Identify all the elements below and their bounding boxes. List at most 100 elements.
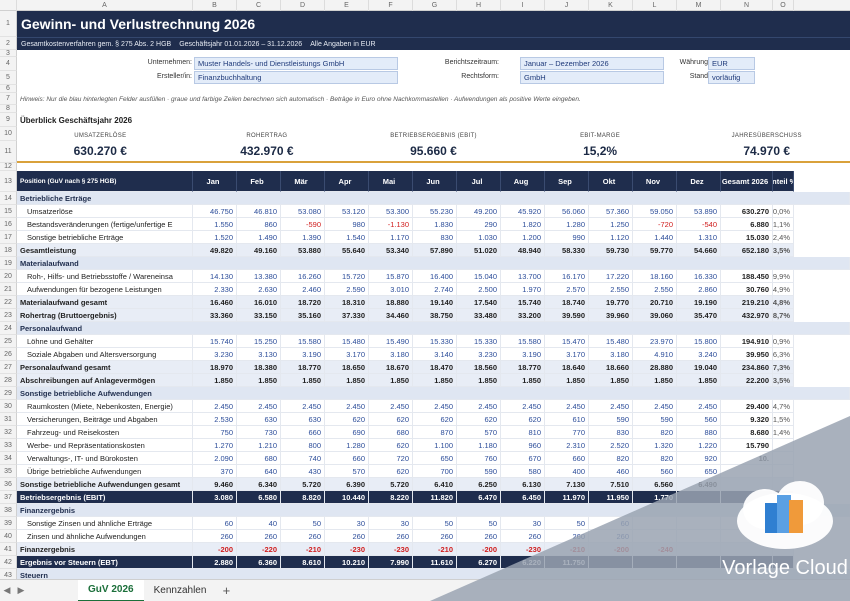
month-cell[interactable]: 260 [281, 530, 325, 543]
month-cell[interactable]: 820 [589, 452, 633, 465]
month-cell[interactable]: 2.450 [589, 400, 633, 413]
month-cell[interactable]: 15.580 [501, 335, 545, 348]
share-cell[interactable]: 2,4% [773, 231, 794, 244]
row-number[interactable]: 23 [0, 309, 17, 322]
total-cell[interactable]: 630.270 [721, 205, 773, 218]
tab-guv-2026[interactable]: GuV 2026 [78, 579, 144, 601]
row-label[interactable]: Versicherungen, Beiträge und Abgaben [17, 413, 193, 426]
month-cell[interactable]: 1.440 [633, 231, 677, 244]
month-cell[interactable]: 1.280 [325, 439, 369, 452]
row-label[interactable]: Löhne und Gehälter [17, 335, 193, 348]
row-number[interactable]: 14 [0, 192, 17, 205]
month-cell[interactable]: 54.660 [677, 244, 721, 257]
share-cell[interactable]: 68,7% [773, 309, 794, 322]
month-cell[interactable]: 60 [589, 517, 633, 530]
month-cell[interactable]: 53.300 [369, 205, 413, 218]
month-cell[interactable]: 16.330 [677, 270, 721, 283]
share-cell[interactable]: 1,1% [773, 218, 794, 231]
month-cell[interactable]: 620 [369, 439, 413, 452]
month-cell[interactable]: 730 [237, 426, 281, 439]
month-cell[interactable]: 620 [413, 413, 457, 426]
month-cell[interactable]: 10.210 [325, 556, 369, 569]
row-label[interactable]: Zinsen und ähnliche Aufwendungen [17, 530, 193, 543]
month-cell[interactable]: 15.800 [677, 335, 721, 348]
month-cell[interactable]: 50 [281, 517, 325, 530]
month-cell[interactable]: 260 [237, 530, 281, 543]
month-cell[interactable]: 2.520 [589, 439, 633, 452]
month-cell[interactable]: 1.850 [501, 374, 545, 387]
month-cell[interactable]: 1.540 [325, 231, 369, 244]
month-cell[interactable]: 2.450 [193, 400, 237, 413]
month-cell[interactable]: 1.850 [457, 374, 501, 387]
month-cell[interactable]: 1.490 [237, 231, 281, 244]
group-label[interactable]: Finanzergebnis [17, 504, 850, 517]
month-cell[interactable]: 560 [633, 465, 677, 478]
month-cell[interactable]: 16.170 [545, 270, 589, 283]
month-cell[interactable]: 57.890 [413, 244, 457, 257]
month-cell[interactable]: 50 [545, 517, 589, 530]
month-cell[interactable]: 1.390 [281, 231, 325, 244]
month-cell[interactable]: 1.850 [589, 374, 633, 387]
month-cell[interactable]: 3.190 [501, 348, 545, 361]
month-cell[interactable]: 6.390 [325, 478, 369, 491]
month-cell[interactable]: 1.170 [369, 231, 413, 244]
total-cell[interactable]: 10. [721, 452, 773, 465]
share-cell[interactable]: 3,5% [773, 374, 794, 387]
month-cell[interactable]: 11.610 [413, 556, 457, 569]
row-label[interactable]: Bestandsveränderungen (fertige/unfertige… [17, 218, 193, 231]
total-cell[interactable]: 6.880 [721, 218, 773, 231]
column-header[interactable]: D [281, 0, 325, 11]
month-cell[interactable]: 11.750 [545, 556, 589, 569]
creator-field[interactable]: Finanzbuchhaltung [194, 71, 398, 84]
month-cell[interactable]: 6.490 [677, 478, 721, 491]
month-cell[interactable]: 18.880 [369, 296, 413, 309]
month-cell[interactable]: 59.050 [633, 205, 677, 218]
row-label[interactable]: Abschreibungen auf Anlagevermögen [17, 374, 193, 387]
month-cell[interactable]: 2.450 [633, 400, 677, 413]
month-cell[interactable]: 5.720 [369, 478, 413, 491]
month-cell[interactable]: 7.990 [369, 556, 413, 569]
month-cell[interactable]: 990 [545, 231, 589, 244]
month-cell[interactable] [677, 517, 721, 530]
month-cell[interactable]: 35.160 [281, 309, 325, 322]
month-cell[interactable]: 10.440 [325, 491, 369, 504]
month-cell[interactable]: 1.280 [545, 218, 589, 231]
column-header[interactable]: B [193, 0, 237, 11]
month-cell[interactable]: 1.850 [633, 374, 677, 387]
month-cell[interactable]: 830 [413, 231, 457, 244]
month-cell[interactable] [677, 530, 721, 543]
month-cell[interactable]: 770 [545, 426, 589, 439]
month-cell[interactable]: 6.220 [501, 556, 545, 569]
month-cell[interactable]: 2.450 [413, 400, 457, 413]
month-cell[interactable]: -1.130 [369, 218, 413, 231]
month-cell[interactable]: 6.450 [501, 491, 545, 504]
month-cell[interactable]: 1.220 [677, 439, 721, 452]
month-cell[interactable]: 15.740 [193, 335, 237, 348]
month-cell[interactable]: 51.020 [457, 244, 501, 257]
month-cell[interactable]: 1.180 [457, 439, 501, 452]
month-cell[interactable]: -200 [457, 543, 501, 556]
row-number[interactable]: 34 [0, 452, 17, 465]
select-all-corner[interactable] [0, 0, 17, 11]
row-number[interactable]: 17 [0, 231, 17, 244]
month-cell[interactable]: 870 [413, 426, 457, 439]
share-cell[interactable]: 37,3% [773, 361, 794, 374]
month-cell[interactable]: 18.650 [325, 361, 369, 374]
month-cell[interactable]: 39.960 [589, 309, 633, 322]
share-cell[interactable] [773, 543, 794, 556]
month-cell[interactable]: 53.080 [281, 205, 325, 218]
group-label[interactable]: Sonstige betriebliche Aufwendungen [17, 387, 850, 400]
month-cell[interactable]: -540 [677, 218, 721, 231]
month-cell[interactable]: 3.180 [369, 348, 413, 361]
share-cell[interactable] [773, 530, 794, 543]
tab-kennzahlen[interactable]: Kennzahlen [153, 585, 207, 596]
row-label[interactable]: Sonstige betriebliche Aufwendungen gesam… [17, 478, 193, 491]
month-cell[interactable]: 820 [633, 452, 677, 465]
total-cell[interactable] [721, 517, 773, 530]
month-cell[interactable]: 13.380 [237, 270, 281, 283]
month-cell[interactable]: 2.590 [325, 283, 369, 296]
month-cell[interactable]: 2.450 [369, 400, 413, 413]
column-header[interactable]: L [633, 0, 677, 11]
month-cell[interactable]: 45.920 [501, 205, 545, 218]
month-cell[interactable]: 750 [193, 426, 237, 439]
